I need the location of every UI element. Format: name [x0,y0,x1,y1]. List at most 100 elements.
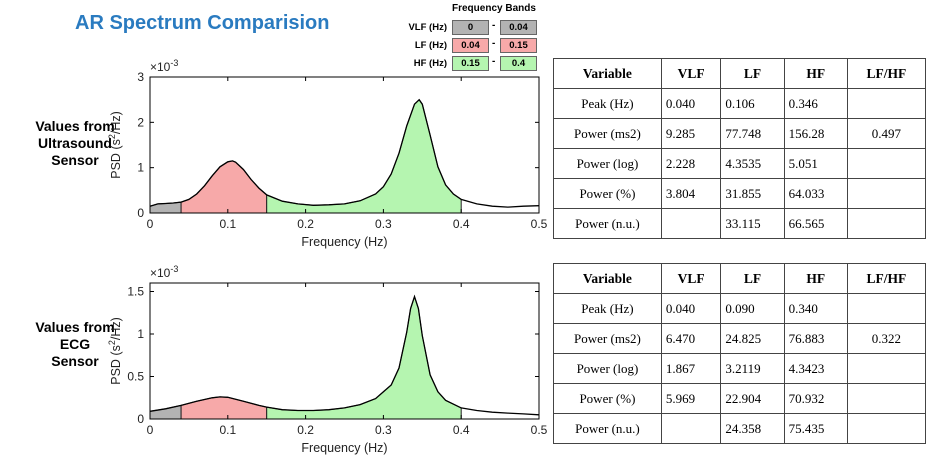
table-row: Power (ms2) 9.285 77.748 156.28 0.497 [553,118,927,149]
table-cell: 33.115 [720,208,785,239]
column-header: LF [720,263,785,294]
band-vlf-high: 0.04 [500,20,537,35]
table-cell: 3.2119 [720,353,785,384]
x-tick-label: 0.3 [375,217,392,231]
y-tick-label: 0.5 [127,370,144,384]
table-cell: Power (n.u.) [553,413,662,444]
table-cell: 24.358 [720,413,785,444]
y-tick-label: 0 [137,412,144,426]
table-cell: 0.040 [660,88,722,119]
x-tick-label: 0.5 [531,423,548,437]
table-cell: Power (n.u.) [553,208,662,239]
psd-curve [149,294,540,416]
table-row: Power (log) 1.867 3.2119 4.3423 [553,353,927,384]
y-axis-label: PSD (s2/Hz) [107,317,123,385]
band-hf-dash: - [492,56,496,67]
x-tick-label: 0.3 [375,423,392,437]
side-label-line: Ultrasound [38,135,112,151]
table-cell: 24.825 [720,323,785,354]
table-cell [846,208,927,239]
table-cell: 0.346 [783,88,848,119]
table-cell: 0.497 [846,118,927,149]
table-header-row: Variable VLF LF HF LF/HF [553,263,927,294]
band-label-hf: HF (Hz) [413,58,447,69]
column-header: VLF [660,263,722,294]
table-header-row: Variable VLF LF HF LF/HF [553,58,927,89]
table-cell [846,353,927,384]
table-cell: 0.106 [720,88,785,119]
y-tick-label: 1 [137,327,144,341]
column-header: LF [720,58,785,89]
side-label-line: Sensor [51,152,99,168]
y-tick-label: 1.5 [127,285,144,299]
y-axis-label: PSD (s2/Hz) [107,111,123,179]
table-row: Power (log) 2.228 4.3535 5.051 [553,148,927,179]
y-exponent-power: -3 [170,58,178,68]
table-cell [660,413,722,444]
table-cell: 77.748 [720,118,785,149]
table-row: Power (ms2) 6.470 24.825 76.883 0.322 [553,323,927,354]
y-axis-label-sup: 2 [107,340,117,345]
x-axis-label: Frequency (Hz) [301,235,387,249]
table-cell: 6.470 [660,323,722,354]
side-label-ecg: Values from ECG Sensor [20,319,130,370]
table-row: Peak (Hz) 0.040 0.106 0.346 [553,88,927,119]
axes-box [149,282,540,420]
y-axis-label-main: PSD (s [109,139,123,179]
table-cell [846,383,927,414]
table-cell: 4.3535 [720,148,785,179]
band-lf-dash: - [492,38,496,49]
x-tick-label: 0 [147,423,154,437]
y-tick-label: 2 [137,115,144,129]
ecg-psd-chart: 0 0.1 0.2 0.3 0.4 0.5 0 0.5 1 1.5 ×10-3 Frequency (… [107,264,548,455]
x-tick-label: 0.4 [453,423,470,437]
ecg-results-table: Variable VLF LF HF LF/HF Peak (Hz) 0.040 0.090 0… [553,263,927,444]
y-exponent-label: ×10-3 [150,58,178,74]
column-header: Variable [553,263,662,294]
table-row: Power (n.u.) 24.358 75.435 [553,413,927,444]
band-hf-low: 0.15 [452,56,489,71]
table-cell: 0.322 [846,323,927,354]
table-cell: 64.033 [783,178,848,209]
table-cell [660,208,722,239]
frequency-bands-title: Frequency Bands [452,3,536,14]
table-cell: 4.3423 [783,353,848,384]
axes-box [149,76,540,214]
table-cell: 0.090 [720,293,785,324]
table-cell [846,148,927,179]
table-cell: 70.932 [783,383,848,414]
x-tick-label: 0.1 [219,217,236,231]
table-cell [846,413,927,444]
table-cell: 22.904 [720,383,785,414]
table-cell: 156.28 [783,118,848,149]
x-axis-label: Frequency (Hz) [301,441,387,455]
y-axis-label-main: PSD (s [109,345,123,385]
table-cell: 0.040 [660,293,722,324]
x-tick-label: 0.2 [297,217,314,231]
band-label-lf: LF (Hz) [414,40,447,51]
table-cell: Power (%) [553,178,662,209]
column-header: VLF [660,58,722,89]
band-lf-high: 0.15 [500,38,537,53]
y-exponent-base: ×10 [150,60,171,74]
x-tick-label: 0.4 [453,217,470,231]
psd-curve [149,98,540,208]
side-label-ultrasound: Values from Ultrasound Sensor [20,118,130,169]
table-cell: 66.565 [783,208,848,239]
column-header: LF/HF [846,263,927,294]
column-header: HF [783,58,848,89]
y-tick-label: 1 [137,161,144,175]
x-tick-label: 0.2 [297,423,314,437]
table-cell: 9.285 [660,118,722,149]
plot-area [150,283,539,419]
table-cell: 75.435 [783,413,848,444]
band-vlf-dash: - [492,20,496,31]
y-axis-label-tail: /Hz) [109,317,123,340]
table-cell [846,178,927,209]
ultrasound-results-table: Variable VLF LF HF LF/HF Peak (Hz) 0.040 0.106 0… [553,58,927,239]
y-exponent-base: ×10 [150,266,171,280]
table-cell: Power (log) [553,353,662,384]
side-label-line: Values from [35,319,115,335]
table-cell: 5.969 [660,383,722,414]
side-label-line: Values from [35,118,115,134]
